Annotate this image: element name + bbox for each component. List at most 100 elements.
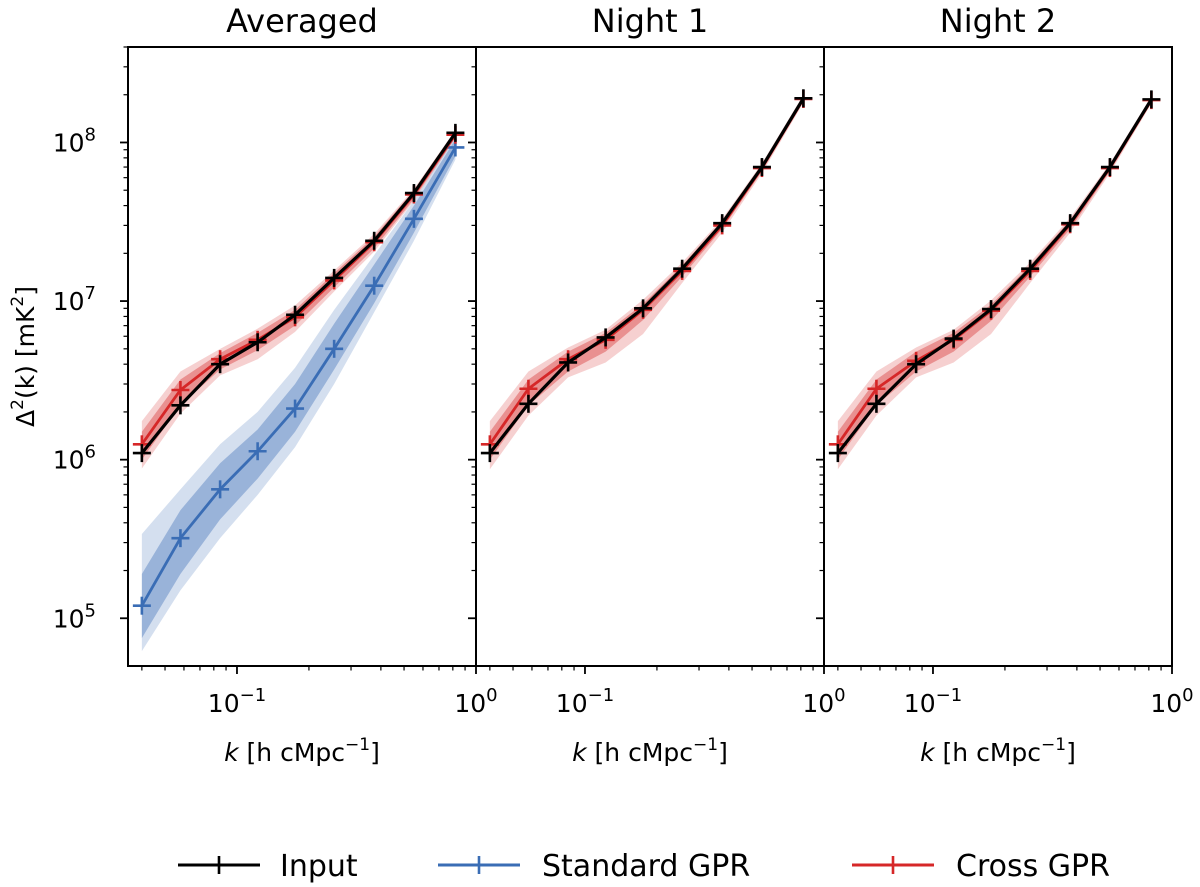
standard-gpr-point [248, 442, 267, 461]
tick-exp: 0 [1182, 685, 1193, 706]
y-axis-label: Δ2(k) [mK2] [8, 286, 40, 427]
ylabel-sup2: 2 [8, 296, 28, 307]
cross-gpr-point [171, 380, 190, 399]
tick-exp: 5 [85, 600, 96, 621]
xlabel-mid: [h cMpc [239, 738, 345, 767]
tick-exp: 0 [486, 685, 497, 706]
input-point [907, 355, 926, 374]
tick-base: 10 [53, 446, 85, 475]
y-tick-label: 106 [53, 442, 96, 475]
legend-label: Standard GPR [542, 849, 750, 884]
x-axis-label: k [h cMpc−1] [920, 735, 1076, 767]
standard-gpr-point [404, 209, 423, 228]
plot-area [132, 123, 465, 652]
input-point [132, 444, 151, 463]
input-point [325, 268, 344, 287]
tick-base: 10 [53, 287, 85, 316]
xlabel-k: k [920, 738, 936, 767]
legend-label: Cross GPR [956, 849, 1110, 884]
input-point [1100, 158, 1119, 177]
y-tick-label: 108 [53, 124, 96, 157]
input-point [673, 259, 692, 278]
panel-title: Night 1 [592, 2, 709, 40]
tick-exp: −1 [588, 685, 615, 706]
input-point [713, 214, 732, 233]
xlabel-mid: [h cMpc [935, 738, 1041, 767]
legend-label: Input [280, 849, 358, 884]
input-point [211, 355, 230, 374]
legend-item-cross-gpr: Cross GPR [852, 849, 1110, 884]
panel-title: Averaged [226, 2, 378, 40]
tick-exp: −1 [936, 685, 963, 706]
input-point [480, 444, 499, 463]
legend-item-input: Input [178, 849, 358, 884]
panel-title: Night 2 [940, 2, 1057, 40]
cross-gpr-point [519, 379, 538, 398]
ylabel-end: ] [11, 286, 40, 296]
y-tick-label: 107 [53, 283, 96, 316]
standard-gpr-point [365, 276, 384, 295]
cross-gpr-2sigma-band [837, 96, 1152, 470]
tick-exp: 0 [834, 685, 845, 706]
ylabel-sup: 2 [8, 399, 28, 410]
input-point [752, 158, 771, 177]
y-tick-label: 105 [53, 600, 96, 633]
x-axis-label: k [h cMpc−1] [572, 735, 728, 767]
input-point [1142, 90, 1161, 109]
input-point [404, 184, 423, 203]
input-point [559, 353, 578, 372]
tick-base: 10 [53, 128, 85, 157]
input-point [596, 328, 615, 347]
input-point [982, 300, 1001, 319]
tick-base: 10 [454, 689, 486, 718]
x-tick-label: 100 [802, 685, 845, 718]
tick-base: 10 [802, 689, 834, 718]
standard-gpr-point [325, 339, 344, 358]
tick-base: 10 [53, 604, 85, 633]
tick-exp: 6 [85, 442, 96, 463]
tick-base: 10 [556, 689, 588, 718]
ylabel-mid: (k) [mK [11, 306, 40, 399]
xlabel-end: ] [718, 738, 728, 767]
input-point [446, 123, 465, 142]
xlabel-end: ] [370, 738, 380, 767]
cross-gpr-2sigma-band [489, 94, 804, 470]
cross-gpr-point [867, 379, 886, 398]
tick-base: 10 [904, 689, 936, 718]
tick-exp: 8 [85, 124, 96, 145]
tick-exp: −1 [240, 685, 267, 706]
x-tick-label: 10−1 [904, 685, 962, 718]
input-point [634, 299, 653, 318]
tick-base: 10 [1150, 689, 1182, 718]
xlabel-sup: −1 [693, 735, 718, 755]
ylabel-delta: Δ [11, 410, 40, 427]
xlabel-sup: −1 [345, 735, 370, 755]
xlabel-mid: [h cMpc [587, 738, 693, 767]
legend: Input Standard GPR Cross GPR [178, 849, 1110, 884]
input-point [248, 333, 267, 352]
standard-gpr-1sigma-band [141, 139, 456, 639]
input-point [365, 231, 384, 250]
x-tick-label: 10−1 [556, 685, 614, 718]
x-tick-label: 100 [454, 685, 497, 718]
input-point [286, 305, 305, 324]
input-point [828, 444, 847, 463]
input-point [794, 89, 813, 108]
axes-frame [475, 46, 825, 667]
input-point [519, 394, 538, 413]
standard-gpr-2sigma-band [141, 135, 456, 652]
standard-gpr-point [132, 596, 151, 615]
tick-base: 10 [208, 689, 240, 718]
input-point [1061, 214, 1080, 233]
plot-area [828, 90, 1161, 470]
standard-gpr-point [171, 529, 190, 548]
plot-area [480, 89, 813, 470]
legend-item-standard-gpr: Standard GPR [438, 849, 750, 884]
tick-exp: 7 [85, 283, 96, 304]
x-axis-label: k [h cMpc−1] [224, 735, 380, 767]
standard-gpr-point [286, 399, 305, 418]
input-point [171, 396, 190, 415]
